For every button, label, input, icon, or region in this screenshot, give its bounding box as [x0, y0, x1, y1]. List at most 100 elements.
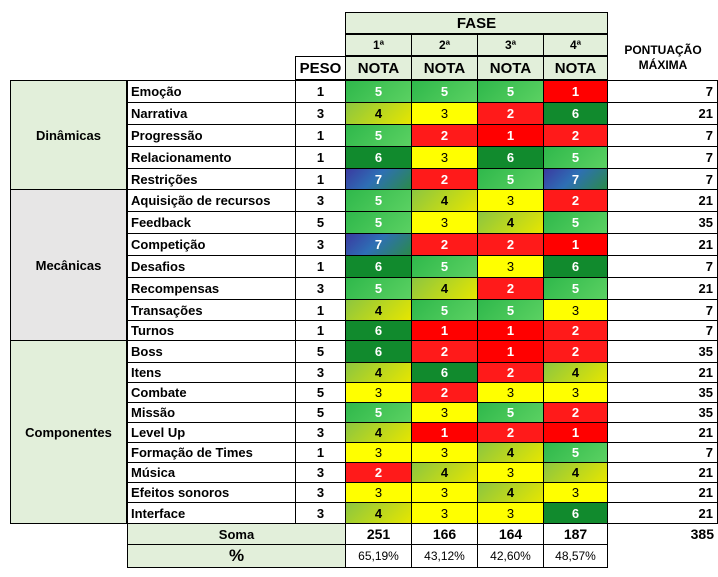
nota-cell-phase-4: 2	[543, 189, 608, 212]
nota-cell-phase-2: 2	[411, 233, 478, 256]
nota-cell-phase-4: 6	[543, 102, 608, 125]
row-peso: 3	[295, 502, 346, 524]
nota-cell-phase-1: 5	[345, 211, 412, 234]
nota-cell-phase-3: 3	[477, 189, 544, 212]
row-label: Formação de Times	[127, 442, 296, 463]
nota-cell-phase-1: 6	[345, 146, 412, 169]
row-label: Combate	[127, 382, 296, 403]
nota-cell-phase-1: 6	[345, 320, 412, 341]
nota-cell-phase-3: 5	[477, 402, 544, 423]
nota-cell-phase-3: 5	[477, 299, 544, 321]
nota-cell-phase-2: 2	[411, 168, 478, 190]
row-peso: 5	[295, 402, 346, 423]
nota-cell-phase-4: 4	[543, 362, 608, 383]
phase-2-header: 2ª	[411, 34, 478, 56]
row-label: Restrições	[127, 168, 296, 190]
nota-cell-phase-3: 3	[477, 382, 544, 403]
nota-cell-phase-3: 5	[477, 80, 544, 103]
nota-cell-phase-4: 3	[543, 299, 608, 321]
nota-cell-phase-4: 3	[543, 482, 608, 503]
soma-phase-3: 164	[477, 523, 544, 545]
percent-label: %	[127, 544, 346, 568]
row-peso: 3	[295, 482, 346, 503]
nota-cell-phase-4: 7	[543, 168, 608, 190]
nota-header-4: NOTA	[543, 56, 608, 80]
row-label: Desafios	[127, 255, 296, 278]
row-label: Turnos	[127, 320, 296, 341]
row-peso: 1	[295, 168, 346, 190]
row-max: 7	[608, 80, 718, 103]
nota-cell-phase-2: 3	[411, 402, 478, 423]
nota-cell-phase-4: 2	[543, 340, 608, 363]
nota-cell-phase-4: 5	[543, 277, 608, 300]
row-label: Efeitos sonoros	[127, 482, 296, 503]
row-max: 35	[608, 211, 718, 234]
row-peso: 5	[295, 340, 346, 363]
phase-1-header: 1ª	[345, 34, 412, 56]
nota-cell-phase-2: 2	[411, 382, 478, 403]
nota-cell-phase-3: 2	[477, 102, 544, 125]
nota-cell-phase-2: 1	[411, 320, 478, 341]
nota-cell-phase-3: 2	[477, 362, 544, 383]
nota-cell-phase-3: 1	[477, 340, 544, 363]
nota-cell-phase-3: 3	[477, 255, 544, 278]
nota-cell-phase-4: 4	[543, 462, 608, 483]
row-label: Recompensas	[127, 277, 296, 300]
row-label: Interface	[127, 502, 296, 524]
nota-cell-phase-1: 4	[345, 422, 412, 443]
nota-cell-phase-2: 3	[411, 102, 478, 125]
nota-cell-phase-1: 4	[345, 502, 412, 524]
nota-cell-phase-4: 3	[543, 382, 608, 403]
row-label: Música	[127, 462, 296, 483]
nota-cell-phase-3: 5	[477, 168, 544, 190]
row-max: 21	[608, 102, 718, 125]
row-label: Boss	[127, 340, 296, 363]
nota-cell-phase-4: 5	[543, 211, 608, 234]
row-max: 7	[608, 124, 718, 147]
row-peso: 3	[295, 102, 346, 125]
nota-cell-phase-1: 3	[345, 382, 412, 403]
row-max: 7	[608, 442, 718, 463]
nota-cell-phase-1: 5	[345, 80, 412, 103]
nota-cell-phase-2: 4	[411, 462, 478, 483]
nota-header-3: NOTA	[477, 56, 544, 80]
row-label: Emoção	[127, 80, 296, 103]
nota-cell-phase-4: 1	[543, 80, 608, 103]
nota-cell-phase-3: 2	[477, 422, 544, 443]
row-peso: 3	[295, 189, 346, 212]
row-max: 35	[608, 340, 718, 363]
nota-cell-phase-4: 5	[543, 146, 608, 169]
nota-cell-phase-2: 3	[411, 211, 478, 234]
percent-phase-2: 43,12%	[411, 544, 478, 568]
row-label: Narrativa	[127, 102, 296, 125]
row-label: Transações	[127, 299, 296, 321]
nota-cell-phase-1: 4	[345, 102, 412, 125]
nota-cell-phase-3: 3	[477, 462, 544, 483]
nota-cell-phase-2: 3	[411, 442, 478, 463]
nota-cell-phase-1: 5	[345, 124, 412, 147]
row-max: 7	[608, 320, 718, 341]
row-peso: 3	[295, 362, 346, 383]
pontuacao-label: PONTUAÇÃO	[624, 43, 702, 57]
row-max: 7	[608, 299, 718, 321]
row-peso: 3	[295, 462, 346, 483]
row-max: 7	[608, 146, 718, 169]
row-peso: 5	[295, 382, 346, 403]
soma-phase-2: 166	[411, 523, 478, 545]
nota-cell-phase-2: 4	[411, 189, 478, 212]
nota-cell-phase-3: 4	[477, 482, 544, 503]
nota-cell-phase-4: 2	[543, 124, 608, 147]
row-max: 21	[608, 189, 718, 212]
nota-cell-phase-3: 1	[477, 124, 544, 147]
row-peso: 1	[295, 80, 346, 103]
nota-cell-phase-3: 2	[477, 277, 544, 300]
nota-cell-phase-4: 2	[543, 320, 608, 341]
row-peso: 1	[295, 299, 346, 321]
fase-header: FASE	[345, 12, 608, 34]
row-label: Progressão	[127, 124, 296, 147]
group-dinamicas: Dinâmicas	[10, 80, 127, 190]
nota-cell-phase-2: 4	[411, 277, 478, 300]
row-max: 21	[608, 422, 718, 443]
nota-cell-phase-1: 7	[345, 233, 412, 256]
